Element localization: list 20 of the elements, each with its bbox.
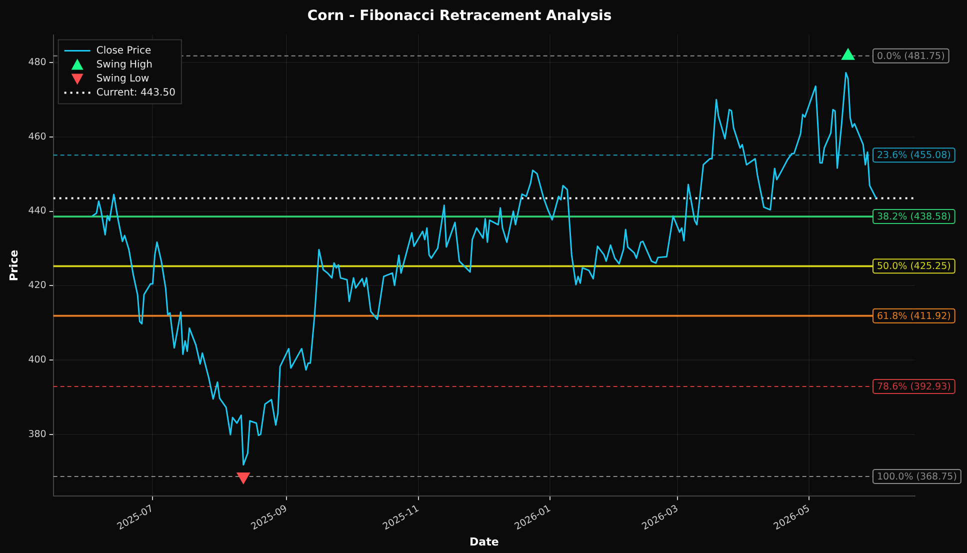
- legend-label: Swing High: [96, 59, 152, 70]
- chart-title: Corn - Fibonacci Retracement Analysis: [307, 8, 612, 24]
- y-tick-label: 400: [28, 354, 46, 366]
- ref-line-label: 0.0% (481.75): [877, 50, 945, 62]
- ref-line-label: 38.2% (438.58): [877, 212, 951, 223]
- ref-line-label: 23.6% (455.08): [877, 150, 951, 162]
- legend-label: Swing Low: [96, 73, 150, 84]
- y-tick-label: 380: [28, 429, 46, 440]
- y-axis-title: Price: [7, 250, 20, 282]
- y-tick-label: 480: [28, 56, 46, 68]
- y-tick-label: 440: [28, 206, 46, 217]
- ref-line-label: 78.6% (392.93): [877, 381, 951, 392]
- legend-label: Current: 443.50: [96, 87, 176, 98]
- ref-line-label: 100.0% (368.75): [877, 472, 957, 483]
- x-axis-title: Date: [470, 535, 499, 548]
- y-tick-label: 420: [28, 280, 46, 292]
- ref-line-label: 50.0% (425.25): [877, 261, 951, 272]
- y-tick-label: 460: [28, 131, 46, 142]
- legend-label: Close Price: [96, 45, 152, 56]
- ref-line-label: 61.8% (411.92): [877, 310, 951, 322]
